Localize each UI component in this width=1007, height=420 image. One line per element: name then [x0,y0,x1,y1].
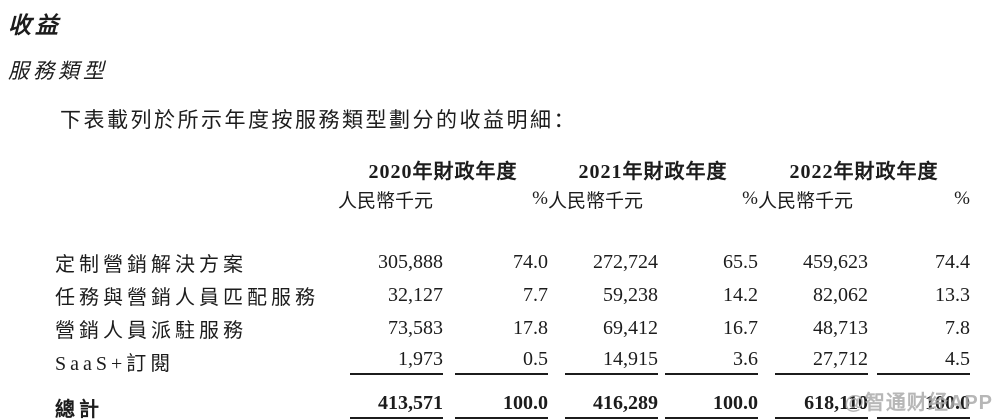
amount-value: 82,062 [813,284,868,306]
amount-value: 305,888 [378,251,443,273]
table-row-task-matching: 任務與營銷人員匹配服務 32,127 7.7 59,238 14.2 82,06… [55,279,970,312]
amount-unit-header: 人民幣千元 [548,190,644,212]
amount-unit-header: 人民幣千元 [758,190,854,212]
double-underlined-value: 416,289 [565,392,658,420]
total-percent-value: 100.0 [658,392,758,420]
underlined-value: 1,973 [350,348,443,375]
total-amount-value: 618,110 [758,392,868,420]
total-label: 總計 [55,399,103,420]
amount-value: 69,412 [603,317,658,339]
total-amount-value: 416,289 [548,392,658,420]
row-label: 任務與營銷人員匹配服務 [55,287,319,309]
year-header-row: 2020年財政年度 2021年財政年度 2022年財政年度 [55,154,970,184]
amount-value: 459,623 [803,251,868,273]
percent-value: 7.8 [945,317,970,339]
spacer-row [55,214,970,246]
table-row-staff-secondment: 營銷人員派駐服務 73,583 17.8 69,412 16.7 48,713 … [55,312,970,345]
amount-value: 32,127 [388,284,443,306]
percent-value: 13.3 [935,284,970,306]
year-header-2020: 2020年財政年度 [368,160,518,183]
table-row-total: 總計 413,571 100.0 416,289 100.0 618,110 1… [55,392,970,420]
total-amount-value: 413,571 [338,392,443,420]
amount-value: 59,238 [603,284,658,306]
amount-value: 27,712 [758,345,868,378]
row-label: 定制營銷解決方案 [55,254,247,276]
double-underlined-value: 100.0 [455,392,548,420]
double-underlined-value: 413,571 [350,392,443,420]
amount-value: 272,724 [593,251,658,273]
percent-value: 65.5 [723,251,758,273]
percent-value: 0.5 [443,345,548,378]
year-header-2021: 2021年財政年度 [578,160,728,183]
underlined-value: 14,915 [565,348,658,375]
empty-cell [55,154,338,184]
intro-text: 下表載列於所示年度按服務類型劃分的收益明細： [60,108,577,132]
percent-header: % [742,188,758,209]
amount-value: 14,915 [548,345,658,378]
underlined-value: 4.5 [877,348,970,375]
underlined-value: 0.5 [455,348,548,375]
percent-value: 14.2 [723,284,758,306]
revenue-by-service-table: 2020年財政年度 2021年財政年度 2022年財政年度 人民幣千元 % 人民… [55,154,970,420]
table-row-custom-marketing: 定制營銷解決方案 305,888 74.0 272,724 65.5 459,6… [55,246,970,279]
amount-unit-header: 人民幣千元 [338,190,434,212]
section-title: 收益 [8,13,62,38]
percent-value: 4.5 [868,345,970,378]
percent-value: 16.7 [723,317,758,339]
row-label: 營銷人員派駐服務 [55,320,247,342]
amount-value: 1,973 [338,345,443,378]
underlined-value: 27,712 [775,348,868,375]
percent-value: 7.7 [523,284,548,306]
watermark: @智通财经APP [844,392,993,414]
total-percent-value: 100.0 [868,392,970,420]
percent-value: 3.6 [658,345,758,378]
percent-header: % [532,188,548,209]
spacer-row [55,378,970,392]
percent-header: % [954,188,970,209]
percent-value: 74.0 [513,251,548,273]
unit-header-row: 人民幣千元 % 人民幣千元 % 人民幣千元 % [55,184,970,214]
year-header-2022: 2022年財政年度 [789,160,939,183]
amount-value: 48,713 [813,317,868,339]
percent-value: 74.4 [935,251,970,273]
total-percent-value: 100.0 [443,392,548,420]
table-row-saas-subscription: SaaS+訂閱 1,973 0.5 14,915 3.6 27,712 4.5 [55,345,970,378]
double-underlined-value: 100.0 [665,392,758,420]
amount-value: 73,583 [388,317,443,339]
double-underlined-value: 618,110 [775,392,868,420]
percent-value: 17.8 [513,317,548,339]
row-label: SaaS+訂閱 [55,353,175,375]
subsection-title: 服務類型 [8,59,108,83]
underlined-value: 3.6 [665,348,758,375]
double-underlined-value: 100.0 [877,392,970,420]
empty-cell [55,184,338,214]
